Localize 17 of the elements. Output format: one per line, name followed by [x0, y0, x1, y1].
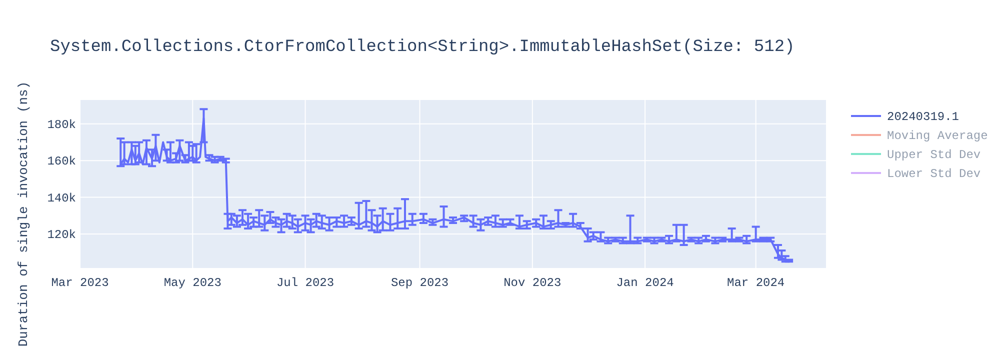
- x-tick-label: Jan 2024: [616, 276, 674, 290]
- chart-title: System.Collections.CtorFromCollection<String>.ImmutableHashSet(Size: 512): [50, 38, 795, 57]
- x-tick-label: Nov 2023: [504, 276, 562, 290]
- y-axis-title: Duration of single invocation (ns): [16, 81, 31, 347]
- y-tick-label: 180k: [47, 118, 76, 132]
- legend-label: Lower Std Dev: [887, 167, 981, 181]
- x-tick-label: Jul 2023: [276, 276, 334, 290]
- y-tick-label: 140k: [47, 191, 76, 206]
- y-tick-label: 120k: [47, 228, 76, 242]
- legend-label: 20240319.1: [887, 110, 960, 124]
- legend-label: Moving Average: [887, 129, 988, 143]
- y-tick-label: 160k: [47, 154, 76, 169]
- legend-label: Upper Std Dev: [887, 148, 981, 162]
- x-tick-label: May 2023: [164, 276, 222, 290]
- x-tick-label: Sep 2023: [390, 276, 449, 290]
- x-tick-label: Mar 2023: [51, 276, 109, 290]
- x-tick-label: Mar 2024: [727, 276, 785, 290]
